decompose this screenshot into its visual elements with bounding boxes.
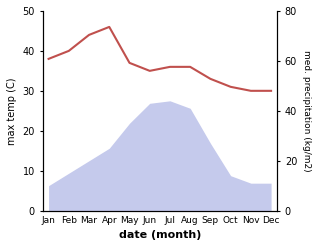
X-axis label: date (month): date (month) xyxy=(119,230,201,240)
Y-axis label: max temp (C): max temp (C) xyxy=(7,77,17,144)
Y-axis label: med. precipitation (kg/m2): med. precipitation (kg/m2) xyxy=(302,50,311,172)
